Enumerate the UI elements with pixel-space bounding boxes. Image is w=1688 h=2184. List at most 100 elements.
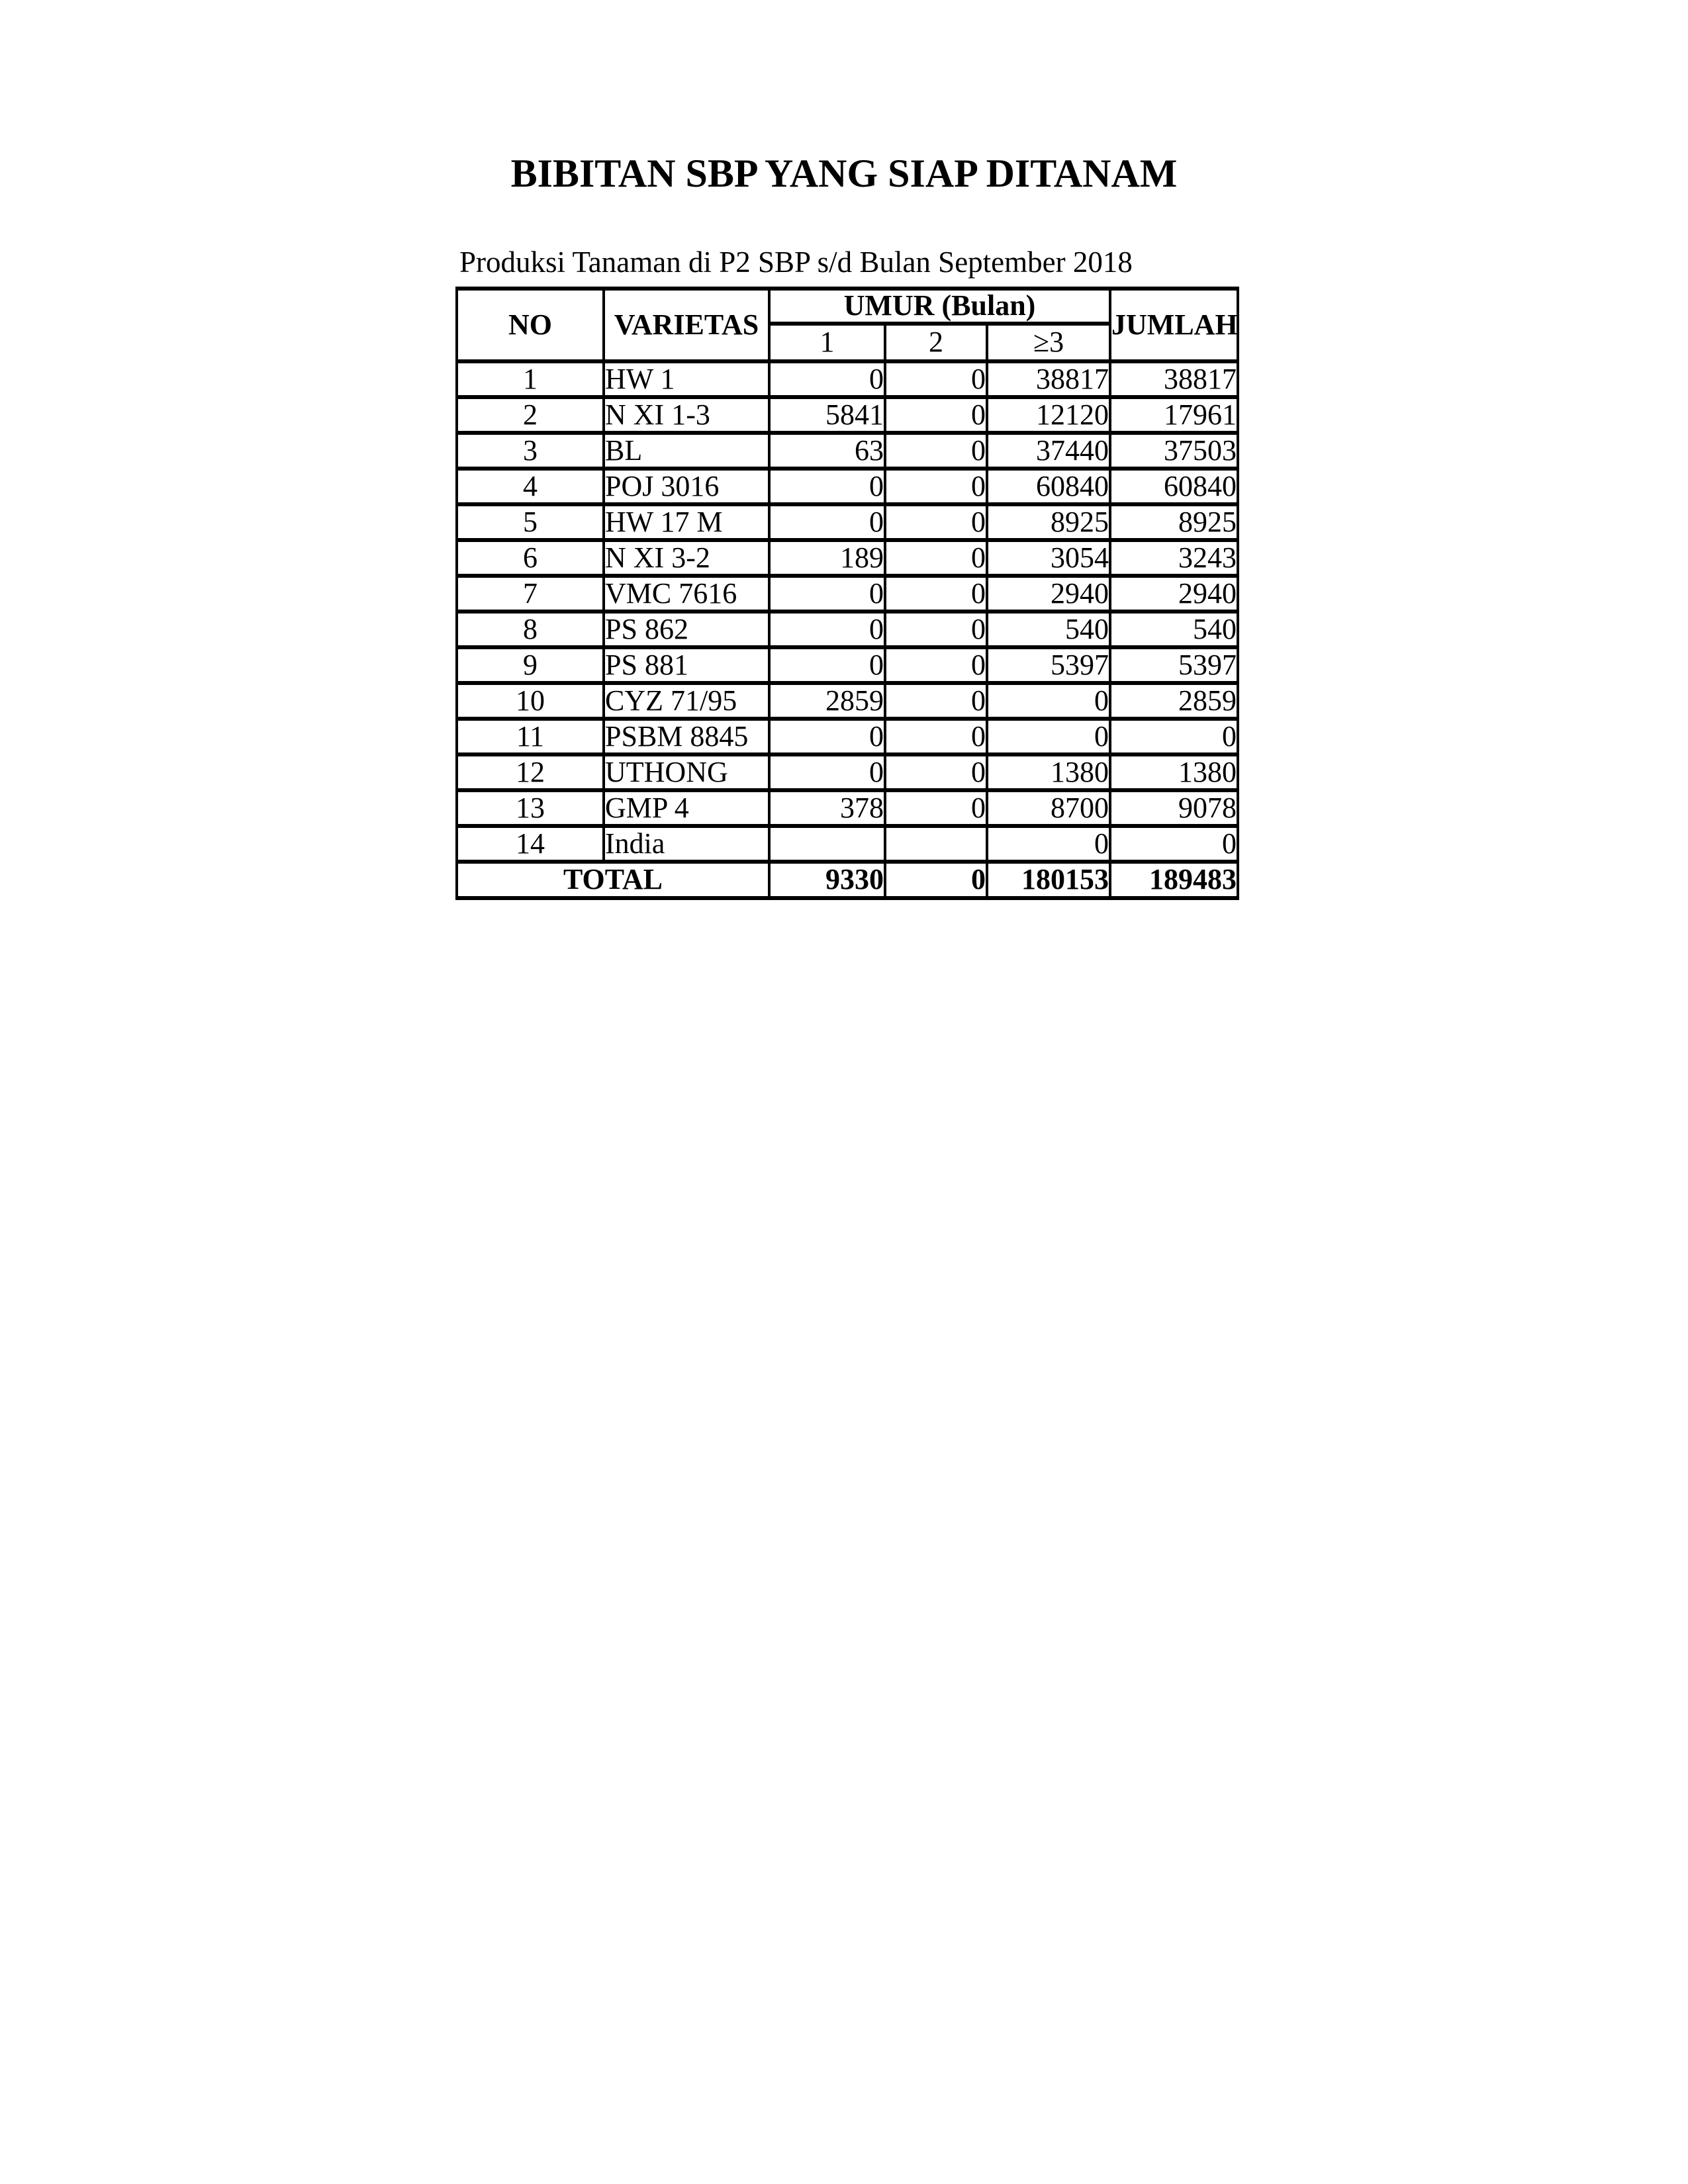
row-umur-3plus-value: 0 — [985, 717, 1112, 756]
col-header-varietas: VARIETAS — [602, 287, 771, 363]
row-no-value: 7 — [455, 574, 605, 614]
row-umur-2-value: 0 — [884, 752, 988, 792]
row-no-value: 13 — [455, 788, 605, 828]
row-jumlah-value: 2859 — [1109, 681, 1240, 721]
row-umur-1-value: 0 — [768, 717, 886, 756]
row-umur-1-value: 0 — [768, 610, 886, 649]
row-no-value: 11 — [455, 717, 605, 756]
row-no-value: 8 — [455, 610, 605, 649]
row-no-value: 14 — [455, 824, 605, 864]
total-jumlah-value: 189483 — [1109, 860, 1240, 900]
row-umur-1-value: 2859 — [768, 681, 886, 721]
row-umur-3plus-value: 540 — [985, 610, 1112, 649]
row-umur-3plus-value: 8925 — [985, 502, 1112, 542]
row-jumlah-value: 60840 — [1109, 467, 1240, 506]
row-umur-2-value: 0 — [884, 502, 988, 542]
table-body: 1 HW 1 0 0 38817 38817 2 N XI 1-3 5841 0… — [455, 359, 1240, 864]
col-header-jumlah: JUMLAH — [1109, 287, 1240, 363]
row-no-value: 12 — [455, 752, 605, 792]
row-varietas-value: BL — [602, 431, 771, 471]
row-umur-3plus-value: 3054 — [985, 538, 1112, 578]
row-umur-2-value: 0 — [884, 574, 988, 614]
row-umur-1-value: 378 — [768, 788, 886, 828]
row-umur-1-value: 0 — [768, 359, 886, 399]
row-no-value: 9 — [455, 645, 605, 685]
row-umur-3plus-value: 12120 — [985, 395, 1112, 435]
row-umur-2-value: 0 — [884, 538, 988, 578]
table-row: 5 HW 17 M 0 0 8925 8925 — [455, 502, 1240, 542]
row-varietas-value: UTHONG — [602, 752, 771, 792]
row-no-value: 3 — [455, 431, 605, 471]
row-varietas-value: PS 862 — [602, 610, 771, 649]
row-varietas-value: India — [602, 824, 771, 864]
row-umur-1-value: 63 — [768, 431, 886, 471]
header-row-umur: 1 2 ≥3 — [457, 322, 1238, 363]
row-jumlah-value: 2940 — [1109, 574, 1240, 614]
row-varietas-value: PS 881 — [602, 645, 771, 685]
row-umur-1-value: 0 — [768, 574, 886, 614]
row-umur-3plus-value: 5397 — [985, 645, 1112, 685]
table-row: 14 India 0 0 — [455, 824, 1240, 864]
row-jumlah-value: 0 — [1109, 824, 1240, 864]
col-header-umur-group: UMUR (Bulan) — [767, 287, 1112, 326]
col-header-umur-1: 1 — [768, 322, 886, 363]
row-varietas-value: HW 17 M — [602, 502, 771, 542]
row-umur-2-value: 0 — [884, 359, 988, 399]
table-row: 8 PS 862 0 0 540 540 — [455, 610, 1240, 649]
row-umur-2-value: 0 — [884, 610, 988, 649]
row-umur-1-value: 5841 — [768, 395, 886, 435]
table-row: 9 PS 881 0 0 5397 5397 — [455, 645, 1240, 685]
row-no-value: 1 — [455, 359, 605, 399]
row-varietas-value: CYZ 71/95 — [602, 681, 771, 721]
table-row: 1 HW 1 0 0 38817 38817 — [455, 359, 1240, 399]
row-jumlah-value: 37503 — [1109, 431, 1240, 471]
row-umur-2-value: 0 — [884, 645, 988, 685]
table-row: 7 VMC 7616 0 0 2940 2940 — [455, 574, 1240, 614]
row-umur-1-value: 189 — [768, 538, 886, 578]
row-umur-2-value: 0 — [884, 788, 988, 828]
table-row: 12 UTHONG 0 0 1380 1380 — [455, 752, 1240, 792]
table-row: 13 GMP 4 378 0 8700 9078 — [455, 788, 1240, 828]
total-umur-1-value: 9330 — [768, 860, 886, 900]
row-umur-2-value: 0 — [884, 717, 988, 756]
row-umur-1-value: 0 — [768, 467, 886, 506]
row-umur-1-value: 0 — [768, 752, 886, 792]
table-row: 3 BL 63 0 37440 37503 — [455, 431, 1240, 471]
table-row: 10 CYZ 71/95 2859 0 0 2859 — [455, 681, 1240, 721]
row-jumlah-value: 540 — [1109, 610, 1240, 649]
total-umur-2-value: 0 — [884, 860, 988, 900]
row-jumlah-value: 38817 — [1109, 359, 1240, 399]
total-row: TOTAL 9330 0 180153 189483 — [455, 860, 1240, 900]
col-header-no: NO — [455, 287, 605, 363]
row-umur-2-value: 0 — [884, 681, 988, 721]
row-jumlah-value: 1380 — [1109, 752, 1240, 792]
row-varietas-value: POJ 3016 — [602, 467, 771, 506]
row-jumlah-value: 17961 — [1109, 395, 1240, 435]
row-no-value: 5 — [455, 502, 605, 542]
page-title: BIBITAN SBP YANG SIAP DITANAM — [510, 152, 1178, 195]
row-no-value: 2 — [455, 395, 605, 435]
row-umur-3plus-value: 1380 — [985, 752, 1112, 792]
table-row: 4 POJ 3016 0 0 60840 60840 — [455, 467, 1240, 506]
row-jumlah-value: 3243 — [1109, 538, 1240, 578]
row-umur-1-value: 0 — [768, 502, 886, 542]
row-jumlah-value: 9078 — [1109, 788, 1240, 828]
row-umur-1-value: 0 — [768, 645, 886, 685]
row-jumlah-value: 5397 — [1109, 645, 1240, 685]
row-varietas-value: N XI 1-3 — [602, 395, 771, 435]
production-table: NO VARIETAS UMUR (Bulan) JUMLAH 1 2 ≥3 1… — [455, 287, 1240, 900]
row-varietas-value: PSBM 8845 — [602, 717, 771, 756]
table-row: 11 PSBM 8845 0 0 0 0 — [455, 717, 1240, 756]
row-umur-3plus-value: 38817 — [985, 359, 1112, 399]
total-umur-3plus-value: 180153 — [985, 860, 1112, 900]
col-header-umur-3plus: ≥3 — [985, 322, 1112, 363]
table-row: 6 N XI 3-2 189 0 3054 3243 — [455, 538, 1240, 578]
row-umur-1-value — [768, 824, 886, 864]
row-no-value: 4 — [455, 467, 605, 506]
col-header-umur-2: 2 — [884, 322, 988, 363]
table-row: 2 N XI 1-3 5841 0 12120 17961 — [455, 395, 1240, 435]
row-jumlah-value: 0 — [1109, 717, 1240, 756]
row-umur-2-value: 0 — [884, 467, 988, 506]
row-umur-2-value: 0 — [884, 395, 988, 435]
